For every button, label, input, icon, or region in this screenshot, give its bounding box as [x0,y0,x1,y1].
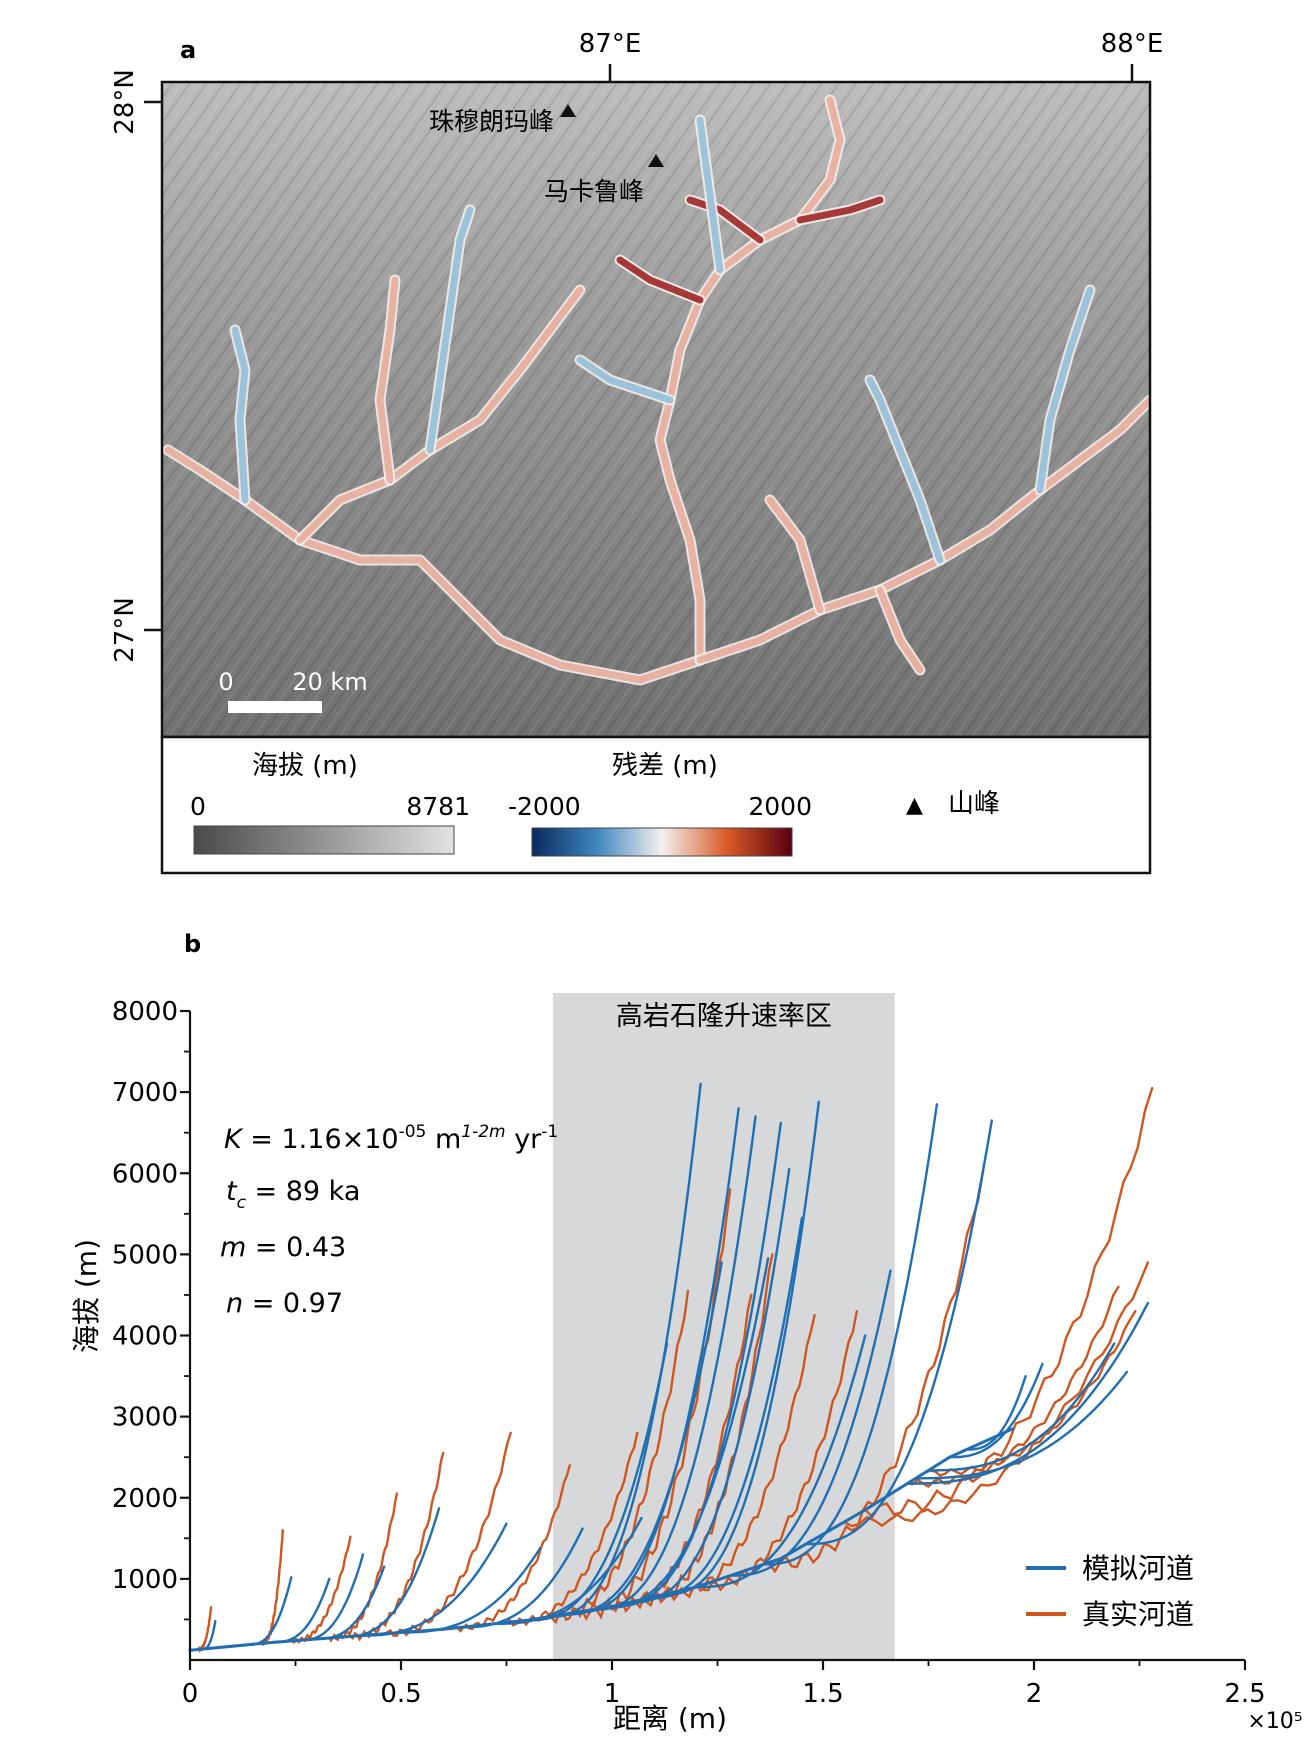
y-tick-label: 3000 [112,1403,178,1433]
peak-everest-label: 珠穆朗玛峰 [429,107,554,136]
x-tick-label: 1.5 [802,1679,843,1709]
legend-elevation-min: 0 [190,792,206,821]
elevation-colorbar [193,825,455,855]
simulated-river-profile [948,1362,1044,1459]
simulated-river-profile [247,1576,293,1646]
scale-bar-end: 20 km [292,668,367,696]
map-area [162,82,1150,737]
peak-legend-label: 山峰 [948,789,1000,819]
simulated-river-profile [804,1119,993,1546]
simulated-river-profile [914,1370,1129,1480]
x-tick-label: 0 [182,1679,199,1709]
river-channel-residual [231,326,249,504]
peak-makalu-label: 马卡鲁峰 [544,177,644,206]
river-channel-residual [686,196,764,244]
y-tick-label: 7000 [112,1078,178,1108]
latitude-ticks: 28°N 27°N [110,69,162,663]
legend-residual-title: 残差 (m) [612,751,718,781]
real-river-profile [864,1086,1154,1519]
peak-everest: 珠穆朗玛峰 [429,104,576,136]
y-ticks: 1000 2000 3000 4000 5000 6000 7000 8000 [112,997,190,1621]
simulated-river-profile [762,1103,939,1566]
high-uplift-zone-label: 高岩石隆升速率区 [616,1001,832,1032]
river-channel-residual [376,276,399,484]
simulated-river-profile [965,1374,1027,1451]
real-river-profile [661,1313,816,1602]
y-tick-label: 4000 [112,1322,178,1352]
river-channel-residual [426,206,474,454]
real-river-profile [842,1261,1150,1528]
y-tick-label: 6000 [112,1159,178,1189]
legend-residual-max: 2000 [748,792,812,821]
y-tick-label: 5000 [112,1240,178,1270]
chart-legend: 模拟河道 真实河道 [1026,1552,1194,1631]
lon-tick-87: 87°E [579,29,642,59]
scale-bar: 0 20 km [218,668,368,713]
param-n: n = 0.97 [226,1288,343,1319]
river-channel-residual [576,356,674,404]
river-channel-residual [616,256,704,304]
river-channel-residual [796,196,884,224]
legend-simulated-label: 模拟河道 [1082,1552,1194,1585]
legend-elevation-max: 8781 [406,792,470,821]
lat-tick-27: 27°N [110,597,140,663]
residual-colorbar [531,827,793,857]
x-tick-label: 2 [1026,1679,1043,1709]
real-river-profile [290,1535,352,1644]
simulated-river-profile [695,1334,867,1589]
x-tick-label: 2.5 [1224,1679,1265,1709]
lon-tick-88: 88°E [1101,29,1164,59]
simulated-river-profile [729,1269,892,1577]
param-m: m = 0.43 [220,1232,346,1263]
x-axis-multiplier: ×10⁵ [1247,1709,1302,1734]
panel-a-label: a [180,36,196,64]
scale-bar-start: 0 [218,668,233,696]
legend-real-label: 真实河道 [1082,1598,1194,1631]
legend-elevation-title: 海拔 (m) [252,751,358,781]
lat-tick-28: 28°N [110,69,140,135]
river-channel-residual [866,376,944,564]
x-ticks: 0 0.5 1 1.5 2 2.5 [182,1660,1266,1709]
x-axis-label: 距离 (m) [613,1702,727,1735]
y-axis-label: 海拔 (m) [70,1239,103,1353]
param-tc: tc = 89 ka [226,1176,360,1213]
simulated-river-profile [906,1301,1150,1485]
model-parameters: K = 1.16×10-05 m1-2m yr-1 tc = 89 ka m =… [220,1122,558,1319]
x-tick-label: 0.5 [380,1679,421,1709]
real-river-profile [450,1464,571,1633]
river-channel-residual [696,396,1150,664]
peak-legend-symbol: ▲ [906,793,923,818]
longitude-ticks: 87°E 88°E [579,29,1164,82]
x-tick-label: 1 [604,1679,621,1709]
y-tick-label: 8000 [112,997,178,1027]
river-channel-residual [1036,286,1094,494]
river-channel-residual [296,286,584,544]
legend-residual-min: -2000 [508,792,581,821]
simulated-river-profile [492,1516,643,1626]
peak-makalu: 马卡鲁峰 [544,154,664,206]
real-river-profile [695,1309,858,1592]
panel-b-label: b [184,930,201,958]
y-tick-label: 1000 [112,1565,178,1595]
river-channel-residual [876,586,924,674]
y-tick-label: 2000 [112,1484,178,1514]
profile-lines [188,1082,1154,1654]
river-channel-residual [766,496,824,614]
legend-box: 海拔 (m) 0 8781 残差 (m) -2000 2000 ▲ 山峰 [160,735,1152,875]
river-channel-residual [656,96,844,664]
param-k: K = 1.16×10-05 m1-2m yr-1 [224,1122,558,1155]
river-channel-residual [164,446,704,684]
river-channel-residual [696,116,724,274]
trunk-profile [188,1427,1015,1652]
simulated-river-profile [927,1342,1116,1472]
river-network [162,94,1150,686]
